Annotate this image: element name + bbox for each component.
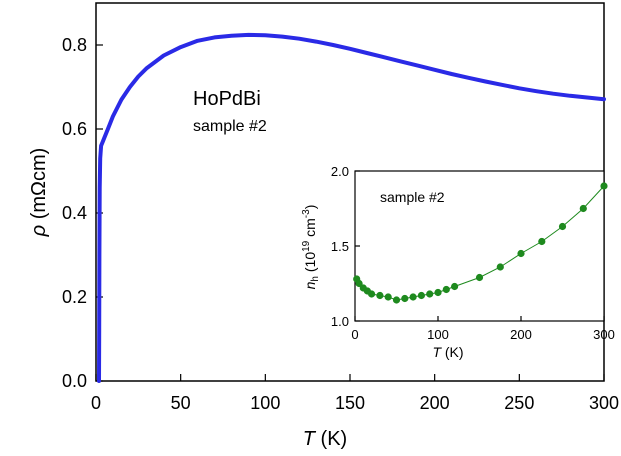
inset-y-tick-label: 1.5	[331, 239, 349, 254]
main-resistivity-curve-group	[97, 32, 606, 383]
inset-x-tick-label: 0	[351, 327, 358, 342]
main-y-tick-label: 0.4	[62, 203, 87, 223]
inset-data-point	[355, 279, 363, 288]
main-x-tick-label: 300	[589, 393, 619, 413]
inset-data-point	[426, 290, 434, 298]
main-annotation-material: HoPdBi	[193, 88, 261, 110]
main-x-tick-label: 250	[504, 393, 534, 413]
inset-data-point	[496, 263, 504, 271]
inset-data-point	[579, 204, 587, 213]
main-x-tick-label: 150	[335, 393, 365, 413]
main-x-tick-label: 100	[250, 393, 280, 413]
main-x-axis-label: T (K)	[303, 428, 347, 450]
inset-y-axis-label: nh (1019 cm-3)	[301, 205, 321, 290]
inset-data-point	[475, 273, 484, 282]
inset-x-axis-label: T (K)	[432, 344, 463, 360]
inset-data-point	[401, 294, 409, 303]
inset-plot-frame	[354, 170, 605, 322]
main-axis-ticks: 0 50 100 150 200 250 300 0.0 0.2 0.4 0.6 0.8	[62, 35, 619, 413]
main-x-tick-label: 50	[171, 393, 191, 413]
inset-y-tick-label: 1.0	[331, 314, 349, 329]
inset-data-point	[409, 293, 417, 301]
main-x-tick-label: 200	[420, 393, 450, 413]
inset-x-tick-label: 300	[593, 327, 615, 342]
main-y-tick-label: 0.8	[62, 35, 87, 55]
main-annotation-sample: sample #2	[193, 118, 267, 135]
inset-data-point	[600, 182, 608, 190]
inset-axis-ticks: 0 100 200 300 1.0 1.5 2.0	[331, 164, 615, 342]
inset-data-point	[538, 237, 546, 246]
main-y-axis-label: ρ (mΩcm)	[28, 148, 50, 238]
inset-data-point	[376, 291, 384, 300]
inset-data-point	[392, 296, 401, 304]
inset-data-points-group	[353, 182, 608, 304]
inset-data-point	[451, 282, 459, 291]
inset-data-point	[517, 249, 525, 258]
main-y-tick-label: 0.2	[62, 287, 87, 307]
main-y-tick-label: 0.6	[62, 119, 87, 139]
inset-data-point	[368, 290, 376, 298]
main-x-tick-label: 0	[91, 393, 101, 413]
inset-data-point	[442, 285, 450, 294]
inset-x-tick-label: 100	[427, 327, 449, 342]
inset-x-tick-label: 200	[510, 327, 532, 342]
inset-data-point	[384, 293, 392, 301]
inset-data-point	[558, 222, 567, 231]
main-resistivity-curve	[97, 32, 606, 383]
inset-y-tick-label: 2.0	[331, 164, 349, 179]
inset-data-point	[417, 291, 425, 300]
inset-annotation-sample: sample #2	[380, 189, 445, 205]
main-y-tick-label: 0.0	[62, 371, 87, 391]
inset-data-point	[434, 288, 442, 297]
